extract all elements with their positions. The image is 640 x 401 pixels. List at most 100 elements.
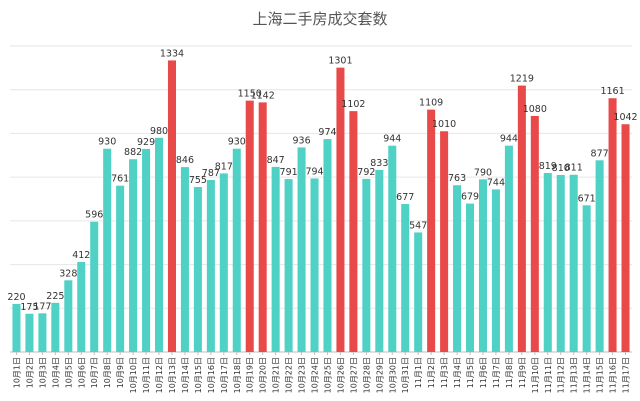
x-tick-label: 11月16日 bbox=[609, 357, 618, 393]
value-label: 936 bbox=[292, 135, 310, 146]
bar-10月1日 bbox=[12, 303, 21, 352]
value-label: 980 bbox=[150, 126, 168, 137]
value-label: 944 bbox=[500, 134, 518, 145]
bar-11月6日 bbox=[478, 179, 487, 352]
bar-10月5日 bbox=[64, 280, 73, 352]
value-label: 811 bbox=[565, 163, 583, 174]
bar-11月5日 bbox=[466, 203, 475, 352]
x-tick-label: 10月24日 bbox=[311, 357, 320, 393]
x-tick-label: 10月5日 bbox=[64, 357, 73, 388]
value-label: 755 bbox=[189, 175, 207, 186]
x-tick-label: 10月2日 bbox=[25, 357, 34, 388]
value-label: 1334 bbox=[160, 48, 184, 59]
value-label: 1301 bbox=[328, 56, 352, 67]
x-tick-label: 10月12日 bbox=[155, 357, 164, 393]
x-tick-label: 10月9日 bbox=[116, 357, 125, 388]
x-tick-label: 11月9日 bbox=[518, 357, 527, 388]
x-tick-label: 10月13日 bbox=[168, 357, 177, 393]
value-label: 810 bbox=[552, 163, 570, 174]
bar-10月26日 bbox=[336, 67, 345, 352]
value-label: 877 bbox=[591, 148, 609, 159]
bars bbox=[12, 60, 630, 353]
x-tick-label: 11月11日 bbox=[544, 357, 553, 393]
bar-10月2日 bbox=[25, 313, 34, 352]
bar-10月16日 bbox=[206, 179, 215, 352]
x-tick-label: 11月15日 bbox=[596, 357, 605, 393]
value-label: 794 bbox=[305, 166, 323, 177]
bar-11月12日 bbox=[556, 174, 565, 352]
x-tick-label: 10月11日 bbox=[142, 357, 151, 393]
bar-10月31日 bbox=[401, 204, 410, 352]
x-tick-label: 10月21日 bbox=[272, 357, 281, 393]
bar-11月15日 bbox=[595, 160, 604, 352]
value-label: 547 bbox=[409, 220, 427, 231]
value-label: 944 bbox=[383, 134, 401, 145]
x-tick-label: 11月1日 bbox=[414, 357, 423, 388]
value-label: 974 bbox=[318, 127, 336, 138]
value-label: 761 bbox=[111, 174, 129, 185]
x-tick-label: 10月25日 bbox=[323, 357, 332, 393]
value-label: 1142 bbox=[251, 90, 275, 101]
bar-11月4日 bbox=[453, 185, 462, 352]
bar-10月23日 bbox=[297, 147, 306, 352]
bar-10月14日 bbox=[180, 167, 189, 352]
bar-11月16日 bbox=[608, 98, 617, 352]
bar-10月21日 bbox=[271, 166, 280, 352]
value-label: 177 bbox=[33, 301, 51, 312]
value-label: 819 bbox=[539, 161, 557, 172]
x-tick-label: 11月5日 bbox=[466, 357, 475, 388]
value-label: 1010 bbox=[432, 119, 456, 130]
value-label: 220 bbox=[7, 292, 25, 303]
value-label: 1161 bbox=[600, 86, 624, 97]
value-label: 175 bbox=[20, 302, 38, 313]
x-tick-label: 10月16日 bbox=[207, 357, 216, 393]
bar-10月15日 bbox=[193, 186, 202, 352]
value-label: 930 bbox=[98, 137, 116, 148]
x-tick-label: 10月23日 bbox=[298, 357, 307, 393]
bar-10月30日 bbox=[388, 145, 397, 352]
value-label: 763 bbox=[448, 173, 466, 184]
chart-title: 上海二手房成交套数 bbox=[252, 10, 388, 28]
x-tick-label: 11月6日 bbox=[479, 357, 488, 388]
x-tick-label: 11月10日 bbox=[531, 357, 540, 393]
bar-11月8日 bbox=[504, 145, 513, 352]
value-label: 791 bbox=[280, 167, 298, 178]
value-label: 412 bbox=[72, 250, 90, 261]
x-tick-label: 10月20日 bbox=[259, 357, 268, 393]
x-tick-label: 10月17日 bbox=[220, 357, 229, 393]
bar-11月13日 bbox=[569, 174, 578, 352]
value-label: 790 bbox=[474, 167, 492, 178]
x-tick-label: 10月4日 bbox=[51, 357, 60, 388]
value-label: 596 bbox=[85, 210, 103, 221]
value-label: 1102 bbox=[341, 99, 365, 110]
bar-11月14日 bbox=[582, 205, 591, 352]
x-tick-label: 11月17日 bbox=[622, 357, 631, 393]
value-label: 846 bbox=[176, 155, 194, 166]
value-label: 1109 bbox=[419, 98, 443, 109]
bar-10月22日 bbox=[284, 179, 293, 352]
value-label: 1150 bbox=[238, 89, 262, 100]
bar-10月4日 bbox=[51, 302, 60, 352]
x-tick-label: 10月7日 bbox=[90, 357, 99, 388]
bar-10月3日 bbox=[38, 313, 47, 352]
value-label: 328 bbox=[59, 268, 77, 279]
bar-11月2日 bbox=[427, 109, 436, 353]
bar-11月7日 bbox=[491, 189, 500, 352]
value-label: 792 bbox=[357, 167, 375, 178]
bar-11月9日 bbox=[517, 85, 526, 352]
value-label: 787 bbox=[202, 168, 220, 179]
value-label: 817 bbox=[215, 161, 233, 172]
x-tick-label: 10月8日 bbox=[103, 357, 112, 388]
bar-10月18日 bbox=[232, 148, 241, 352]
bar-10月8日 bbox=[103, 148, 112, 352]
value-label: 1219 bbox=[510, 74, 534, 85]
bar-10月29日 bbox=[375, 169, 384, 352]
value-label: 679 bbox=[461, 192, 479, 203]
value-label: 1042 bbox=[613, 112, 637, 123]
x-axis: 10月1日 10月2日 10月3日 10月4日 10月5日 10月6日 10月7日 10月8日… bbox=[12, 352, 631, 393]
value-label: 1080 bbox=[523, 104, 547, 115]
x-tick-label: 10月14日 bbox=[181, 357, 190, 393]
